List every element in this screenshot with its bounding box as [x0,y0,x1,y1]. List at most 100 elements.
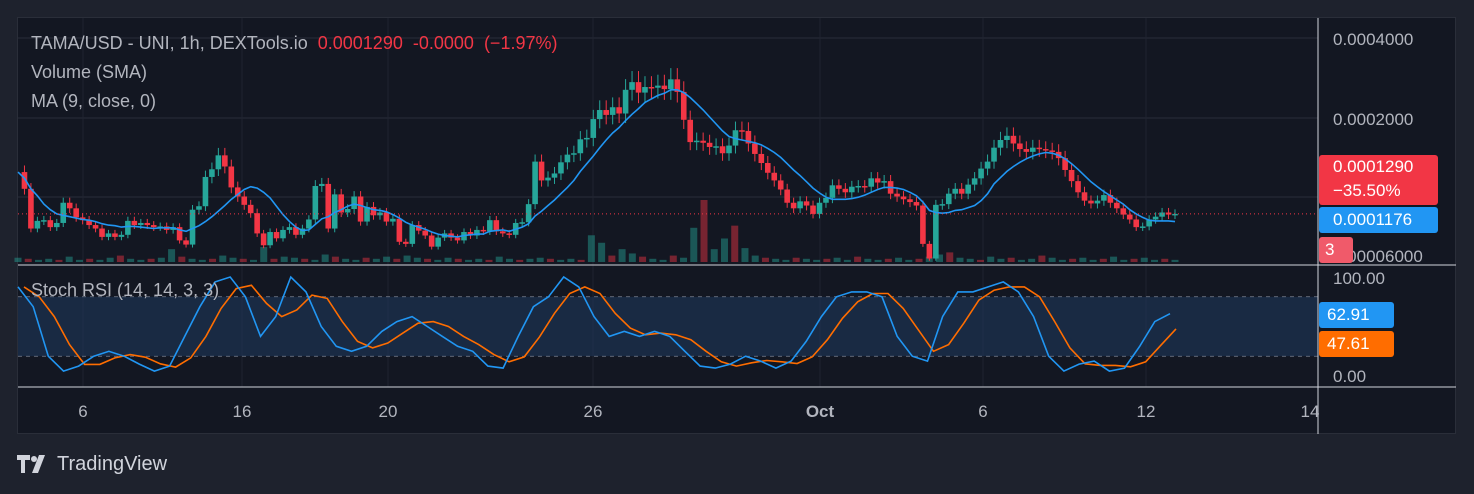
candle-body [1146,219,1152,227]
candle-body [1172,213,1178,216]
volume-bar [1048,257,1056,262]
candle-body [881,181,887,183]
candle-body [952,188,959,194]
candle-body [286,227,293,230]
candle-body [1062,158,1068,170]
candle-body [183,240,189,245]
legend-symbol[interactable]: TAMA/USD - UNI, 1h, DEXTools.io 0.000129… [31,33,557,54]
candle-body [118,234,125,237]
volume-bar [946,252,954,262]
candle-body [338,194,344,213]
candle-body [28,188,34,229]
candle-body [836,185,842,189]
candle-body [829,185,836,198]
candle-body [21,172,28,189]
volume-bar [362,257,370,262]
candle-body [1088,200,1094,204]
candle-body [861,186,868,188]
candle-body [125,220,131,235]
candle-body [150,225,157,228]
candle-body [616,107,622,114]
candle-body [1107,195,1114,203]
time-tick-label: Oct [806,402,835,421]
volume-bar [618,249,626,262]
candle-body [73,208,79,218]
candle-body [331,194,338,229]
candle-body [758,153,765,164]
volume-bar [1079,257,1087,262]
volume-bar [557,259,565,262]
legend-stoch[interactable]: Stoch RSI (14, 14, 3, 3) [31,280,220,300]
candle-body [1010,135,1017,144]
candle-body [1133,219,1140,228]
volume-bar [751,255,759,262]
candle-body [706,142,713,147]
volume-bar [301,258,309,262]
volume-bar [280,256,288,262]
legend-ma[interactable]: MA (9, close, 0) [31,91,157,111]
candle-body [752,143,758,154]
candle-body [777,180,784,190]
candle-body [913,202,920,206]
tradingview-brand-text: TradingView [57,452,168,475]
candle-body [745,130,752,144]
candle-body [312,186,319,220]
volume-bar [516,259,524,262]
volume-bar [290,257,298,262]
candle-body [790,202,797,209]
stoch-k-label: 62.91 [1319,302,1394,328]
volume-bar [659,259,667,262]
volume-bar [465,259,473,262]
candle-body [1101,195,1107,201]
candle-body [299,228,306,235]
volume-bar [874,259,882,262]
volume-bar [1161,258,1169,262]
candle-body [474,229,480,236]
volume-bar [997,258,1005,262]
volume-bar [270,258,278,262]
candle-body [138,222,144,226]
candle-body [422,230,429,236]
candle-body [680,91,687,120]
volume-bar [1007,257,1015,262]
volume-bar [434,259,442,262]
volume-bar [710,249,718,262]
volume-bar [608,255,616,262]
candle-body [584,137,590,140]
volume-bar [628,253,636,262]
volume-bar [1110,256,1118,262]
candle-body [364,206,370,222]
candle-body [648,87,655,89]
candle-body [1017,143,1023,150]
candle-body [86,220,92,226]
candle-body [538,161,545,181]
volume-bar [690,227,698,262]
volume-bar [843,259,851,262]
volume-bar [485,259,493,262]
volume-bar [1130,258,1138,262]
candle-body [92,225,99,229]
candle-body [234,187,241,197]
candle-body [1036,147,1043,150]
volume-bar [567,258,575,262]
legend-volume[interactable]: Volume (SMA) [31,62,148,82]
candle-body [241,196,248,205]
time-axis: 6 16 20 26 Oct 6 12 14 [78,402,1319,421]
candle-body [1152,216,1159,220]
candle-body [810,205,816,214]
candle-body [596,110,603,120]
candle-body [1075,181,1081,193]
candle-body [209,169,215,177]
candle-body [971,178,978,185]
volume-bar [782,259,790,262]
candle-body [247,204,254,214]
candle-body [784,189,790,203]
candle-body [403,241,409,244]
candle-body [842,188,849,193]
candle-body [480,229,487,232]
time-tick-label: 16 [233,402,252,421]
candle-body [370,206,377,216]
volume-bar [956,257,964,262]
tradingview-logo[interactable]: TradingView [17,452,167,476]
